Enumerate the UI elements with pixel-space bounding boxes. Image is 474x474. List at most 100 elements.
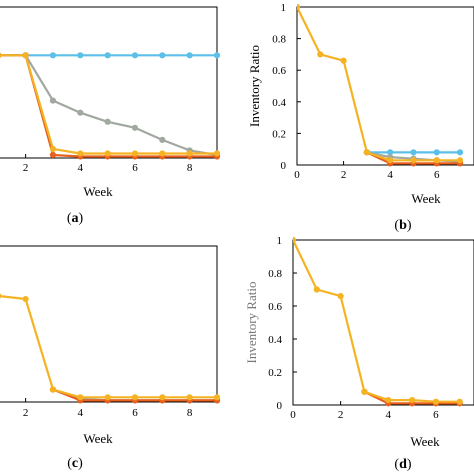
series-line-yellow bbox=[0, 294, 217, 399]
data-point-yellow bbox=[22, 295, 29, 303]
chart-panel-a: 2 4 6 8 Week (a) bbox=[0, 6, 221, 226]
data-point-blue bbox=[213, 52, 221, 59]
x-tick-label: 4 bbox=[78, 162, 84, 174]
series-line-yellow bbox=[297, 6, 460, 162]
y-axis-label: Inventory Ratio bbox=[247, 45, 262, 127]
data-point-yellow bbox=[317, 51, 324, 58]
x-tick-label: 8 bbox=[187, 407, 193, 419]
chart-panel-b: 0 2 4 6 0 0.2 0.4 0.6 0.8 1 Inventory Ratio Week(b) bbox=[247, 2, 474, 233]
series-line-yellow bbox=[293, 239, 460, 403]
y-axis-label: Inventory Ratio bbox=[244, 282, 259, 364]
y-tick-label: 0.8 bbox=[268, 268, 282, 280]
x-tick-label: 6 bbox=[434, 169, 440, 181]
x-tick-label: 0 bbox=[294, 169, 300, 181]
data-point-yellow bbox=[337, 293, 344, 300]
data-point-yellow bbox=[293, 236, 297, 244]
data-point-yellow bbox=[456, 157, 464, 164]
chart-panel-d: 0 2 4 6 0 0.2 0.4 0.6 0.8 1 Inventory Ratio Week (d) bbox=[244, 235, 474, 472]
data-point-yellow bbox=[313, 286, 320, 293]
series-line-gray bbox=[0, 54, 218, 157]
plot-frame bbox=[292, 239, 474, 406]
data-point-blue bbox=[104, 52, 111, 59]
data-point-yellow bbox=[159, 150, 166, 157]
data-point-yellow bbox=[363, 149, 370, 156]
data-point-yellow bbox=[456, 398, 463, 405]
y-tick-label: 0.4 bbox=[268, 334, 282, 346]
series-group bbox=[0, 293, 221, 404]
panel-label: (c) bbox=[67, 456, 83, 471]
data-point-yellow bbox=[22, 52, 29, 59]
y-tick-label: 1 bbox=[281, 2, 287, 14]
data-point-yellow bbox=[186, 394, 193, 401]
plot-frame bbox=[0, 245, 218, 403]
data-point-yellow bbox=[213, 150, 221, 157]
data-point-yellow bbox=[213, 394, 221, 401]
data-point-yellow bbox=[159, 394, 166, 401]
chart-panel-c: 2 4 6 8 Week(c) bbox=[0, 245, 221, 471]
x-axis-label: Week bbox=[83, 184, 113, 199]
x-tick-label: 4 bbox=[386, 409, 392, 421]
panel-label: (a) bbox=[67, 211, 84, 226]
y-tick-label: 0.2 bbox=[272, 128, 286, 140]
series-group bbox=[297, 3, 464, 167]
data-point-orange bbox=[49, 151, 57, 159]
data-point-gray bbox=[104, 118, 111, 125]
series-line-orange bbox=[0, 54, 217, 158]
data-point-yellow bbox=[361, 388, 368, 395]
y-tick-label: 0.6 bbox=[268, 301, 282, 313]
data-point-yellow bbox=[0, 52, 2, 58]
data-point-yellow bbox=[408, 396, 416, 404]
data-point-blue bbox=[387, 149, 394, 156]
data-point-gray bbox=[131, 124, 139, 131]
plot-frame bbox=[0, 6, 218, 159]
x-tick-label: 2 bbox=[341, 169, 347, 181]
x-tick-label: 2 bbox=[338, 409, 344, 421]
x-tick-label: 8 bbox=[187, 162, 193, 174]
data-point-yellow bbox=[432, 398, 439, 405]
data-point-yellow bbox=[385, 396, 392, 404]
x-tick-label: 4 bbox=[387, 169, 393, 181]
data-point-blue bbox=[49, 52, 57, 59]
y-tick-label: 0.6 bbox=[272, 65, 286, 77]
y-tick-label: 0.2 bbox=[268, 367, 282, 379]
data-point-blue bbox=[456, 149, 464, 156]
data-point-yellow bbox=[186, 150, 193, 157]
data-point-yellow bbox=[77, 150, 84, 157]
x-tick-label: 6 bbox=[132, 407, 138, 419]
data-point-yellow bbox=[410, 157, 417, 164]
data-point-yellow bbox=[131, 394, 139, 401]
data-point-yellow bbox=[49, 386, 57, 393]
data-point-yellow bbox=[131, 150, 139, 157]
y-tick-label: 0 bbox=[277, 400, 283, 412]
x-tick-label: 0 bbox=[290, 409, 296, 421]
x-tick-label: 2 bbox=[23, 407, 29, 419]
panel-label: (d) bbox=[394, 457, 411, 472]
y-tick-label: 0.8 bbox=[272, 34, 286, 46]
data-point-yellow bbox=[77, 394, 84, 401]
plot-frame bbox=[296, 6, 474, 166]
x-axis-label: Week bbox=[83, 431, 113, 446]
data-point-yellow bbox=[340, 57, 347, 64]
data-point-yellow bbox=[49, 145, 57, 153]
x-tick-label: 2 bbox=[23, 162, 29, 174]
y-tick-label: 1 bbox=[277, 235, 283, 247]
x-tick-label: 4 bbox=[78, 407, 84, 419]
y-tick-label: 0.4 bbox=[272, 97, 286, 109]
data-point-blue bbox=[186, 52, 193, 59]
y-tick-label: 0 bbox=[281, 160, 287, 172]
data-point-yellow bbox=[387, 157, 394, 164]
data-point-yellow bbox=[104, 394, 111, 401]
data-point-blue bbox=[131, 52, 139, 59]
data-point-gray bbox=[77, 109, 84, 116]
data-point-blue bbox=[77, 52, 84, 59]
data-point-blue bbox=[410, 149, 417, 156]
panel-label: (b) bbox=[394, 218, 411, 233]
x-tick-label: 6 bbox=[433, 409, 439, 421]
series-line-yellow bbox=[0, 54, 217, 155]
data-point-yellow bbox=[433, 157, 440, 164]
data-point-yellow bbox=[297, 3, 301, 11]
data-point-blue bbox=[433, 149, 440, 156]
data-point-gray bbox=[49, 97, 57, 104]
series-group bbox=[0, 52, 221, 160]
